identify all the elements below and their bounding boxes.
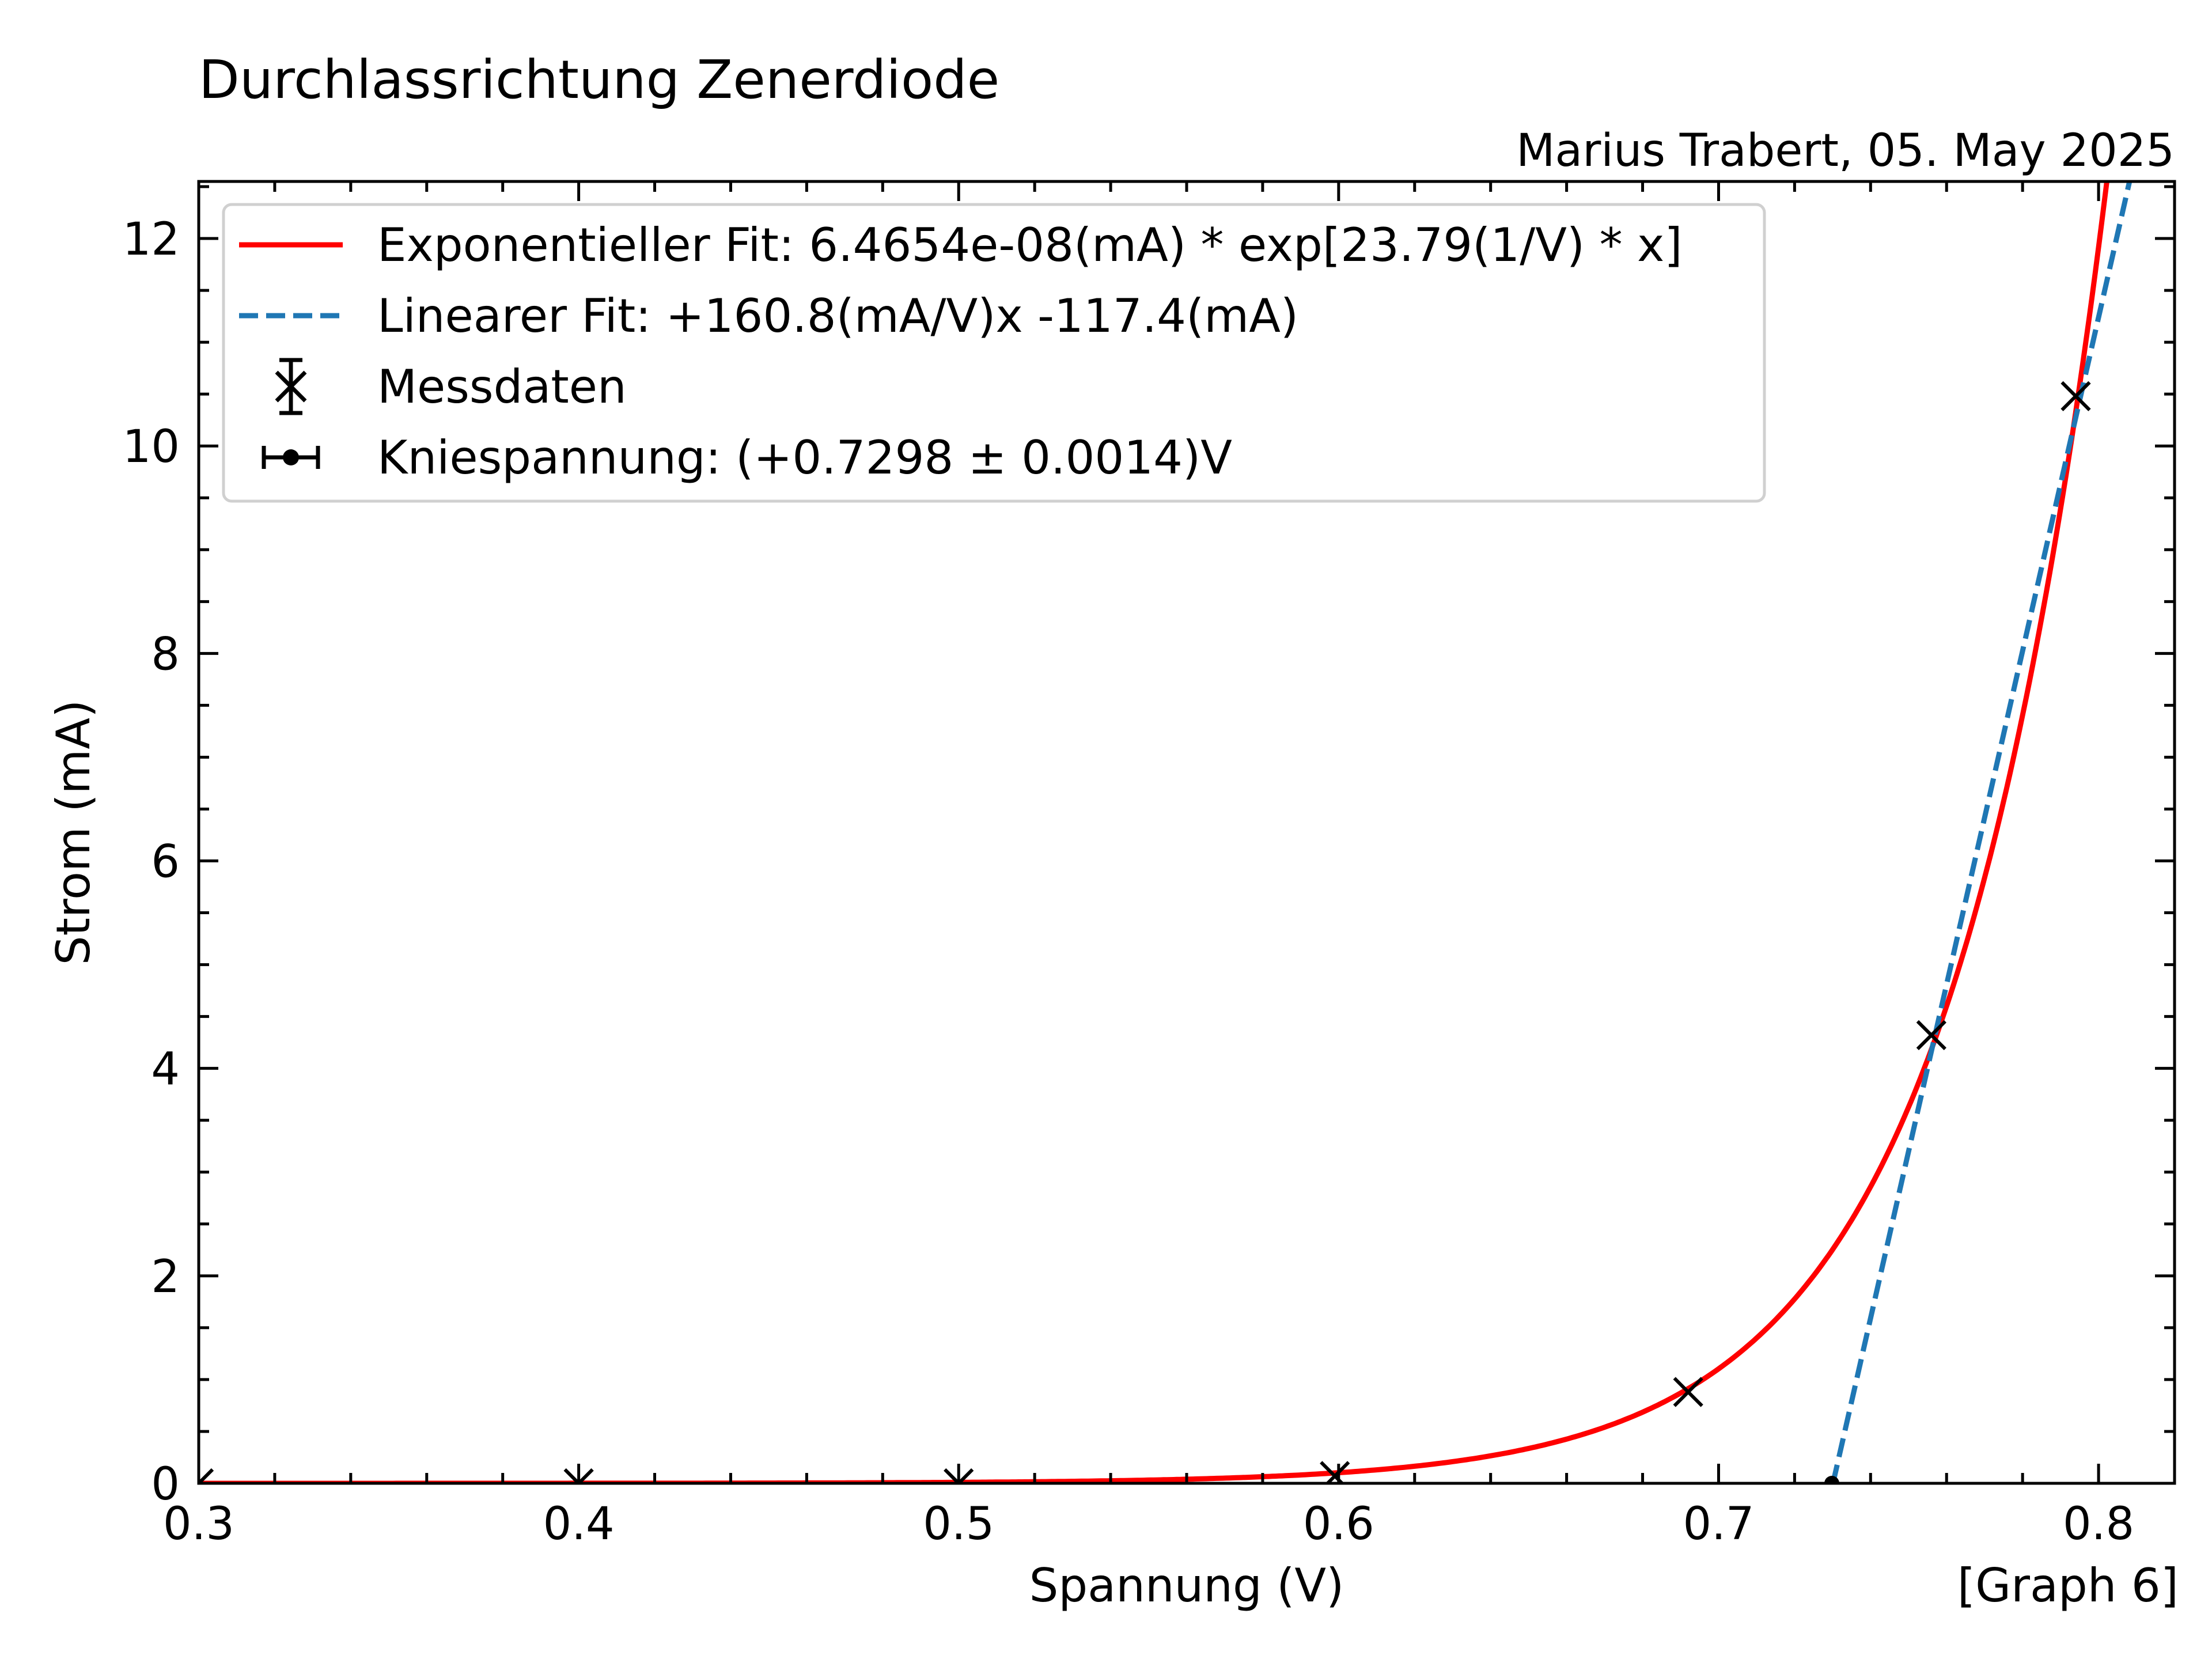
y-axis-label: Strom (mA) [47, 700, 100, 965]
chart-title: Durchlassrichtung Zenerdiode [199, 49, 999, 111]
plot-frame [197, 180, 2176, 1485]
x-tick-label: 0.5 [923, 1498, 994, 1550]
y-tick-label: 8 [151, 628, 180, 680]
legend: Exponentieller Fit: 6.4654e-08(mA) * exp… [222, 203, 1766, 503]
x-tick-label: 0.6 [1303, 1498, 1374, 1550]
legend-knee-label: Kniespannung: (+0.7298 ± 0.0014)V [377, 431, 1232, 484]
legend-linear-fit-label: Linearer Fit: +160.8(mA/V)x -117.4(mA) [377, 289, 1298, 343]
x-axis-label: Spannung (V) [1029, 1559, 1344, 1612]
data-point [1320, 1461, 1350, 1483]
y-tick-label: 12 [123, 214, 180, 266]
linear-fit-line [1830, 181, 2133, 1483]
data-point [1916, 1020, 1946, 1051]
legend-messdaten-swatch [275, 358, 307, 415]
y-tick-label: 4 [151, 1044, 180, 1096]
x-tick-label: 0.4 [543, 1498, 615, 1550]
y-tick-label: 10 [123, 421, 180, 473]
chart-subtitle: Marius Trabert, 05. May 2025 [1516, 125, 2175, 177]
x-tick-label: 0.7 [1683, 1498, 1754, 1550]
data-point [563, 1468, 594, 1483]
graph-number-label: [Graph 6] [1957, 1559, 2179, 1612]
legend-messdaten-label: Messdaten [377, 360, 627, 414]
data-point [199, 1468, 214, 1483]
legend-box [222, 203, 1766, 503]
data-point [944, 1468, 974, 1483]
y-tick-label: 0 [151, 1459, 180, 1510]
y-tick-label: 2 [151, 1251, 180, 1303]
legend-exp-fit-label: Exponentieller Fit: 6.4654e-08(mA) * exp… [377, 218, 1683, 272]
x-tick-label: 0.8 [2063, 1498, 2134, 1550]
data-point [2061, 381, 2091, 411]
y-tick-label: 6 [151, 836, 180, 888]
tick-labels: 0.3 0.4 0.5 0.6 0.7 0.8 0 2 4 6 8 10 12 [123, 214, 2134, 1550]
data-point [1673, 1377, 1703, 1407]
knee-point [1824, 1476, 1840, 1483]
legend-knee-swatch [262, 446, 320, 469]
x-tick-label: 0.3 [163, 1498, 234, 1550]
